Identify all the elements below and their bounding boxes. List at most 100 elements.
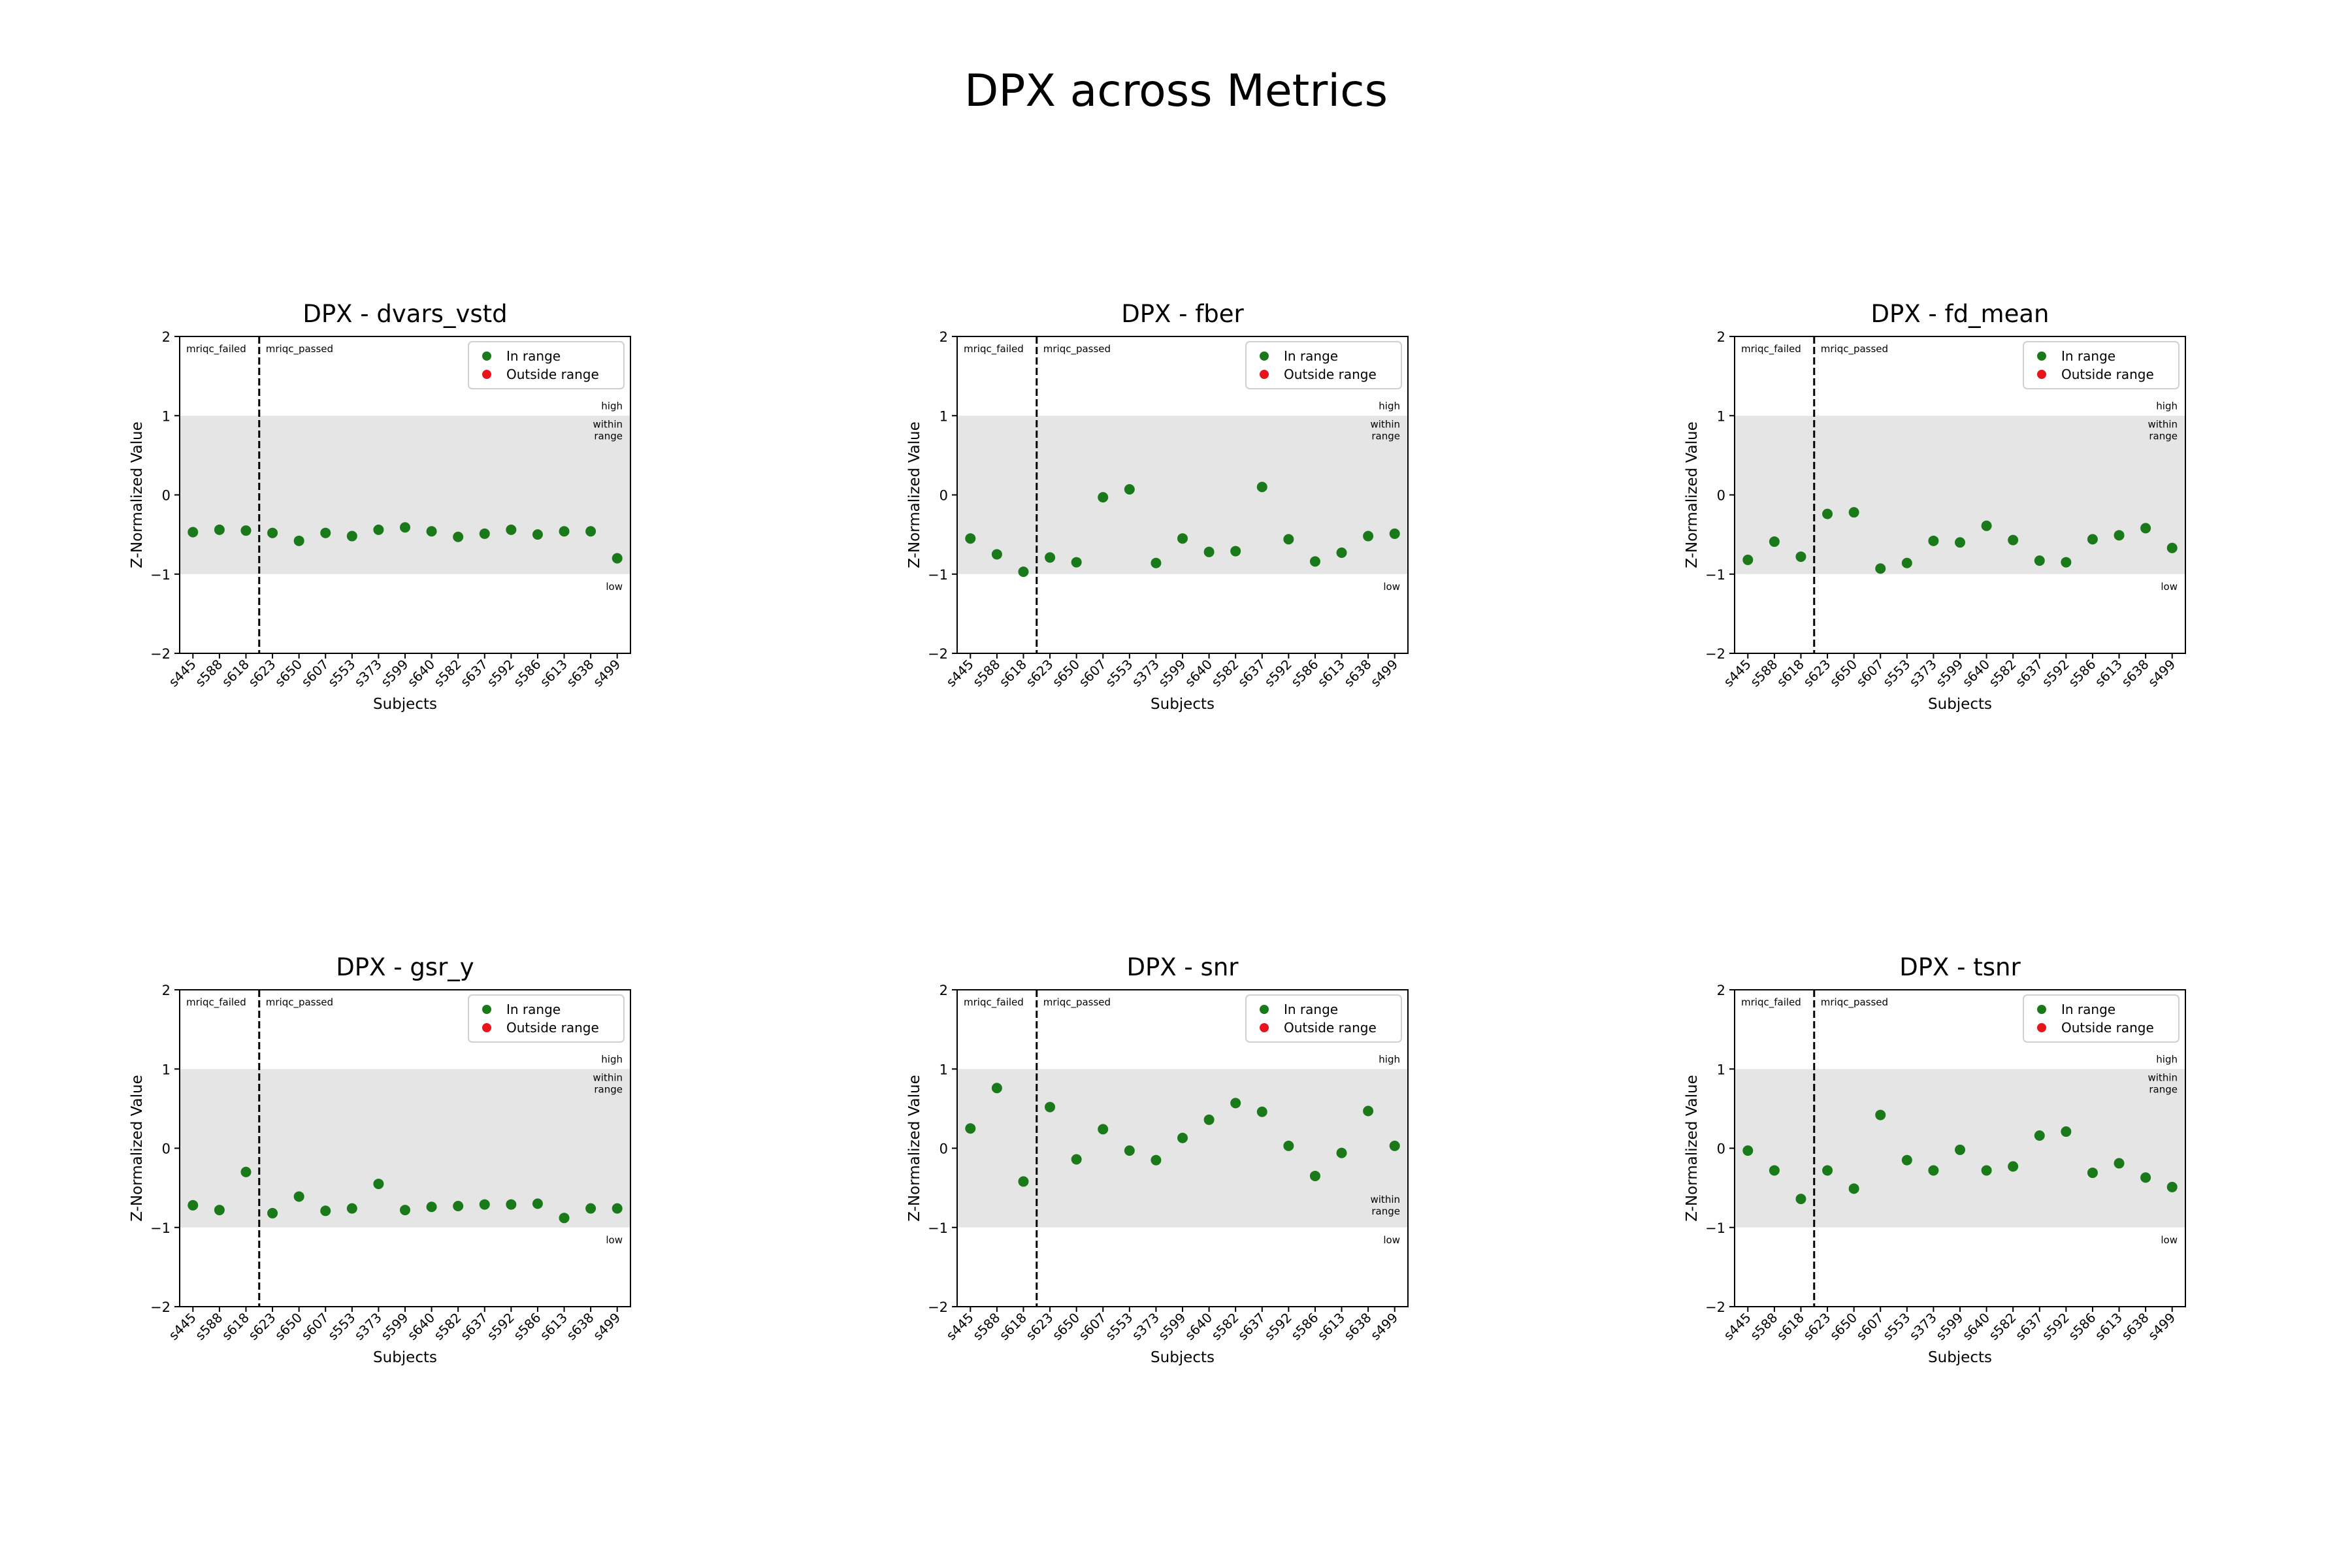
data-point [214, 524, 225, 535]
data-point [1901, 557, 1912, 568]
y-tick-label: 0 [939, 1141, 948, 1157]
group-label-passed: mriqc_passed [1821, 343, 1888, 355]
legend-label: In range [506, 348, 561, 364]
x-tick-label: s613 [537, 1310, 570, 1343]
x-tick-label: s499 [2145, 657, 2178, 690]
data-point [346, 531, 357, 542]
band-label-range: range [2149, 430, 2178, 442]
legend-marker [2037, 1023, 2046, 1032]
y-tick-label: −1 [928, 1220, 948, 1236]
y-tick-label: 2 [1717, 983, 1725, 998]
data-point [1018, 1176, 1029, 1187]
band-label-high: high [2156, 1053, 2178, 1065]
x-tick-label: s599 [1933, 657, 1966, 690]
data-point [240, 525, 252, 536]
subplot-title: DPX - snr [1127, 953, 1239, 981]
x-tick-label: s613 [537, 657, 570, 690]
band-label-within: within [1371, 1194, 1401, 1205]
band-label-range: range [594, 430, 623, 442]
band-label-low: low [1383, 1234, 1400, 1246]
x-tick-label: s650 [272, 1310, 305, 1343]
data-point [612, 1203, 623, 1214]
band-label-range: range [1371, 1205, 1400, 1217]
y-axis-label: Z-Normalized Value [129, 421, 146, 568]
y-tick-label: 2 [162, 983, 171, 998]
data-point [1309, 556, 1320, 567]
x-tick-label: s592 [1262, 657, 1295, 690]
data-point [1769, 1165, 1780, 1176]
x-tick-label: s588 [970, 1310, 1003, 1343]
x-tick-label: s613 [1315, 657, 1348, 690]
y-tick-label: 1 [162, 408, 171, 424]
x-tick-label: s582 [431, 657, 464, 690]
x-tick-label: s607 [1075, 1310, 1109, 1343]
x-tick-label: s553 [1102, 657, 1135, 690]
data-point [2166, 1181, 2178, 1192]
y-tick-label: 0 [162, 488, 171, 504]
band-label-low: low [606, 581, 623, 593]
x-tick-label: s582 [1208, 1310, 1241, 1343]
y-tick-label: 2 [1717, 329, 1725, 345]
legend-label: In range [1284, 1002, 1338, 1017]
x-tick-label: s637 [457, 1310, 491, 1343]
legend-label: Outside range [506, 1020, 599, 1036]
data-point [559, 1213, 570, 1224]
data-point [1124, 484, 1135, 495]
data-point [214, 1205, 225, 1216]
x-axis-label: Subjects [1151, 1349, 1215, 1366]
group-label-passed: mriqc_passed [1043, 996, 1111, 1009]
data-point [559, 526, 570, 537]
legend-marker [482, 1023, 491, 1032]
y-axis-label: Z-Normalized Value [129, 1075, 146, 1222]
x-tick-label: s613 [2092, 1310, 2125, 1343]
x-tick-label: s607 [1075, 657, 1109, 690]
data-point [320, 527, 331, 538]
x-tick-label: s586 [510, 657, 544, 690]
group-label-failed: mriqc_failed [1741, 343, 1801, 355]
data-point [1389, 1140, 1400, 1151]
x-tick-label: s588 [1747, 1310, 1780, 1343]
band-label-range: range [2149, 1083, 2178, 1095]
legend-marker [482, 370, 491, 379]
y-tick-label: −2 [150, 1299, 171, 1315]
data-point [1769, 536, 1780, 547]
x-tick-label: s582 [1985, 1310, 2019, 1343]
data-point [1981, 1165, 1992, 1176]
legend-box [468, 994, 625, 1043]
x-tick-label: s445 [165, 657, 199, 690]
x-tick-label: s445 [165, 1310, 199, 1343]
data-point [965, 533, 976, 544]
data-point [1955, 537, 1965, 548]
band-label-low: low [1383, 581, 1400, 593]
data-point [293, 1191, 304, 1202]
y-tick-label: 1 [939, 1062, 948, 1077]
data-point [240, 1166, 252, 1177]
data-point [426, 526, 437, 537]
data-point [479, 1199, 490, 1210]
x-tick-label: s607 [1853, 1310, 1886, 1343]
data-point [2114, 1158, 2125, 1169]
data-point [1256, 1106, 1267, 1117]
data-point [1822, 508, 1833, 519]
y-tick-label: −2 [1705, 1299, 1725, 1315]
y-tick-label: 1 [939, 408, 948, 424]
group-label-passed: mriqc_passed [1043, 343, 1111, 355]
data-point [2008, 534, 2019, 546]
y-axis-label: Z-Normalized Value [1684, 1075, 1701, 1222]
data-point [1901, 1154, 1912, 1166]
x-tick-label: s623 [1022, 1310, 1056, 1343]
x-tick-label: s650 [1049, 1310, 1083, 1343]
data-point [1203, 1114, 1215, 1125]
x-tick-label: s592 [2039, 1310, 2072, 1343]
y-tick-label: 1 [162, 1062, 171, 1077]
x-tick-label: s638 [1341, 1310, 1374, 1343]
x-tick-label: s499 [2145, 1310, 2178, 1343]
x-tick-label: s588 [192, 1310, 225, 1343]
data-point [2087, 1168, 2098, 1179]
data-point [1098, 492, 1109, 503]
data-point [506, 524, 517, 535]
data-point [1363, 1105, 1374, 1117]
y-tick-label: −1 [928, 567, 948, 583]
x-tick-label: s618 [219, 657, 252, 690]
